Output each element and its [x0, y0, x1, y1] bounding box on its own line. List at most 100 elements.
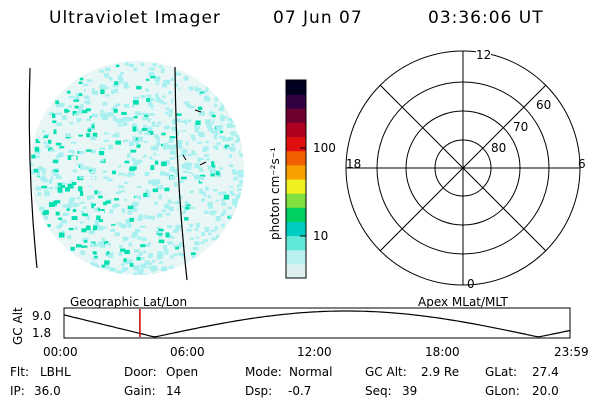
image-speckle [112, 71, 118, 74]
image-speckle [56, 150, 60, 155]
image-speckle [202, 239, 209, 242]
image-speckle [194, 163, 200, 169]
image-speckle [136, 185, 142, 188]
colorbar-segment [286, 108, 306, 123]
image-speckle [135, 199, 140, 203]
image-speckle [177, 140, 183, 144]
image-speckle [103, 176, 109, 179]
image-speckle [204, 97, 211, 102]
image-speckle [184, 217, 189, 221]
image-speckle [214, 117, 221, 123]
image-speckle [91, 117, 98, 122]
image-speckle [82, 213, 88, 217]
image-speckle [161, 266, 167, 272]
image-speckle [184, 141, 189, 146]
colorbar-segment [286, 235, 306, 251]
image-speckle [178, 195, 183, 200]
image-speckle [94, 244, 99, 247]
image-speckle [79, 84, 84, 89]
image-speckle [156, 226, 161, 230]
image-speckle [119, 263, 125, 267]
image-speckle [211, 164, 216, 168]
image-speckle [178, 256, 184, 259]
image-speckle [226, 137, 231, 142]
image-speckle [67, 90, 71, 94]
image-speckle [128, 242, 132, 247]
image-speckle [205, 186, 209, 191]
image-speckle [234, 154, 240, 157]
mlt-label-0: 0 [467, 277, 475, 291]
image-speckle [160, 143, 165, 147]
image-speckle [198, 111, 205, 116]
image-speckle [117, 183, 121, 187]
image-speckle [83, 237, 89, 241]
image-speckle [175, 173, 180, 178]
image-speckle [82, 145, 88, 151]
image-speckle [184, 201, 188, 205]
image-speckle [58, 186, 62, 191]
image-speckle [165, 172, 170, 177]
image-speckle [198, 188, 202, 191]
image-speckle [127, 153, 131, 158]
image-speckle [215, 235, 219, 238]
image-speckle [55, 186, 61, 190]
image-speckle [76, 197, 81, 200]
image-speckle [197, 159, 201, 163]
mlt-label-6: 6 [578, 157, 586, 171]
image-speckle [239, 179, 243, 184]
image-speckle [196, 222, 200, 228]
image-speckle [166, 125, 170, 129]
image-speckle [170, 125, 177, 130]
image-speckle [159, 99, 164, 104]
image-speckle [114, 232, 120, 237]
image-speckle [172, 129, 178, 132]
image-speckle [104, 73, 109, 78]
image-speckle [148, 72, 154, 77]
image-speckle [173, 253, 180, 257]
image-speckle [99, 84, 105, 90]
image-speckle [120, 248, 126, 252]
image-speckle [201, 231, 205, 236]
image-speckle [91, 215, 96, 220]
image-speckle [146, 94, 152, 98]
image-speckle [156, 115, 161, 121]
image-speckle [220, 114, 224, 119]
colorbar-segment [286, 150, 306, 166]
image-speckle [159, 184, 164, 190]
image-speckle [158, 239, 165, 244]
image-speckle [128, 90, 135, 95]
image-speckle [125, 71, 130, 76]
image-speckle [100, 109, 105, 114]
image-speckle [94, 220, 100, 225]
image-speckle [150, 266, 156, 272]
image-speckle [224, 144, 230, 149]
image-speckle [160, 171, 166, 176]
image-speckle [221, 136, 226, 142]
image-speckle [56, 104, 61, 108]
image-speckle [94, 96, 100, 102]
image-speckle [56, 225, 62, 229]
image-speckle [122, 117, 129, 122]
image-speckle [73, 99, 79, 102]
image-speckle [209, 201, 213, 205]
glon-value: 20.0 [532, 384, 559, 398]
image-speckle [125, 219, 131, 224]
mlt-label-12: 12 [476, 48, 492, 62]
image-speckle [84, 166, 89, 170]
image-speckle [165, 160, 170, 165]
image-speckle [139, 225, 146, 228]
image-speckle [234, 140, 240, 143]
image-speckle [98, 151, 105, 156]
image-speckle [156, 141, 160, 146]
image-speckle [137, 236, 142, 240]
glat-value: 27.4 [532, 365, 559, 379]
timeline-xtick-1800: 18:00 [425, 345, 460, 359]
image-speckle [173, 244, 178, 248]
image-speckle [90, 136, 97, 141]
image-speckle [136, 168, 141, 174]
colorbar-segment [286, 249, 306, 265]
image-speckle [44, 189, 49, 193]
image-speckle [208, 203, 213, 209]
image-speckle [205, 192, 210, 195]
